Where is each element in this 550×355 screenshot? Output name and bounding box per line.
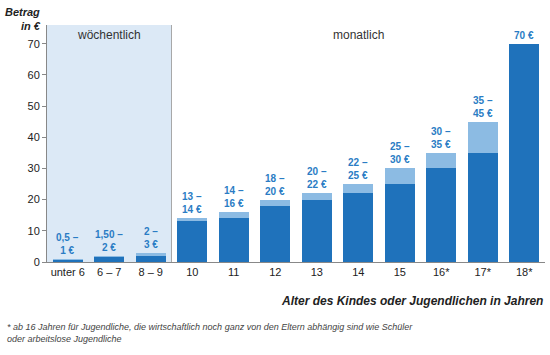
svg-text:18*: 18* [516,266,533,278]
svg-text:22 –25 €: 22 –25 € [348,157,368,181]
svg-text:30 –35 €: 30 –35 € [431,126,451,150]
svg-text:* ab 16 Jahren für Jugendliche: * ab 16 Jahren für Jugendliche, die wirt… [7,322,413,344]
svg-text:15: 15 [394,266,406,278]
svg-text:14: 14 [352,266,364,278]
svg-text:Alter des Kindes oder Jugendli: Alter des Kindes oder Jugendlichen in Ja… [281,294,543,308]
svg-text:wöchentlich: wöchentlich [77,28,141,42]
svg-text:17*: 17* [474,266,491,278]
svg-text:20 –22 €: 20 –22 € [307,166,327,190]
svg-text:1,50 –2 €: 1,50 –2 € [95,229,123,253]
svg-text:monatlich: monatlich [333,28,384,42]
svg-text:8 – 9: 8 – 9 [139,266,163,278]
svg-text:13 –14 €: 13 –14 € [182,191,202,215]
svg-text:10: 10 [186,266,198,278]
svg-text:10: 10 [28,225,40,237]
svg-text:30: 30 [28,162,40,174]
svg-text:60: 60 [28,69,40,81]
svg-text:14 –16 €: 14 –16 € [224,185,244,209]
svg-text:11: 11 [228,266,239,278]
svg-text:70: 70 [28,38,40,50]
svg-text:40: 40 [28,131,40,143]
svg-text:35 –45 €: 35 –45 € [473,95,493,119]
svg-text:6 – 7: 6 – 7 [97,266,121,278]
svg-text:50: 50 [28,100,40,112]
svg-text:70 €: 70 € [514,30,534,41]
svg-text:0,5 –1 €: 0,5 –1 € [56,232,79,256]
svg-text:18 –20 €: 18 –20 € [265,173,285,197]
svg-text:12: 12 [269,266,281,278]
svg-text:25 –30 €: 25 –30 € [390,141,410,165]
svg-text:Betragin €: Betragin € [5,6,41,32]
svg-text:0: 0 [34,256,40,268]
svg-text:2 –3 €: 2 –3 € [144,226,158,250]
svg-text:13: 13 [311,266,323,278]
svg-text:16*: 16* [433,266,450,278]
svg-text:20: 20 [28,193,40,205]
svg-text:unter 6: unter 6 [51,266,85,278]
